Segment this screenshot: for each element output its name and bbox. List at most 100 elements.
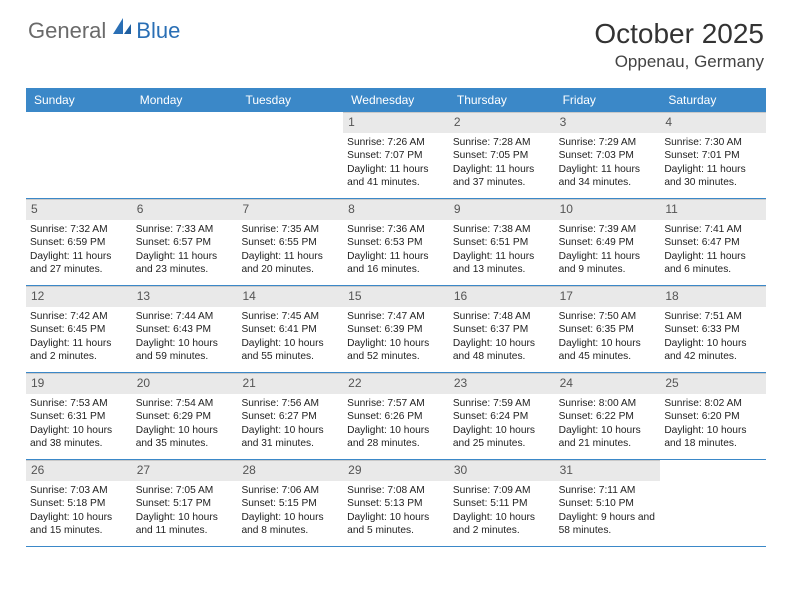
sunrise-text: Sunrise: 7:45 AM [241, 310, 339, 323]
day-cell: 26Sunrise: 7:03 AMSunset: 5:18 PMDayligh… [26, 460, 132, 546]
daylight-text: Daylight: 11 hours and 27 minutes. [30, 250, 128, 277]
daylight-text: Daylight: 10 hours and 8 minutes. [241, 511, 339, 538]
day-number: 11 [660, 200, 766, 220]
logo: General Blue [28, 18, 180, 44]
day-cell: 25Sunrise: 8:02 AMSunset: 6:20 PMDayligh… [660, 373, 766, 459]
daylight-text: Daylight: 10 hours and 2 minutes. [453, 511, 551, 538]
sunrise-text: Sunrise: 7:54 AM [136, 397, 234, 410]
sunrise-text: Sunrise: 7:42 AM [30, 310, 128, 323]
daylight-text: Daylight: 11 hours and 34 minutes. [559, 163, 657, 190]
week-row: 19Sunrise: 7:53 AMSunset: 6:31 PMDayligh… [26, 373, 766, 460]
daylight-text: Daylight: 10 hours and 45 minutes. [559, 337, 657, 364]
daylight-text: Daylight: 10 hours and 38 minutes. [30, 424, 128, 451]
title-block: October 2025 Oppenau, Germany [594, 18, 764, 72]
day-number: 14 [237, 287, 343, 307]
daylight-text: Daylight: 10 hours and 25 minutes. [453, 424, 551, 451]
sunset-text: Sunset: 6:31 PM [30, 410, 128, 423]
sunset-text: Sunset: 6:39 PM [347, 323, 445, 336]
day-cell: 17Sunrise: 7:50 AMSunset: 6:35 PMDayligh… [555, 286, 661, 372]
day-number: 8 [343, 200, 449, 220]
sunrise-text: Sunrise: 7:33 AM [136, 223, 234, 236]
sunrise-text: Sunrise: 7:50 AM [559, 310, 657, 323]
sunrise-text: Sunrise: 7:29 AM [559, 136, 657, 149]
day-cell: 28Sunrise: 7:06 AMSunset: 5:15 PMDayligh… [237, 460, 343, 546]
day-number: 3 [555, 113, 661, 133]
daylight-text: Daylight: 11 hours and 30 minutes. [664, 163, 762, 190]
daylight-text: Daylight: 11 hours and 9 minutes. [559, 250, 657, 277]
day-number: 16 [449, 287, 555, 307]
day-cell: 15Sunrise: 7:47 AMSunset: 6:39 PMDayligh… [343, 286, 449, 372]
daylight-text: Daylight: 11 hours and 13 minutes. [453, 250, 551, 277]
day-number: 4 [660, 113, 766, 133]
sunset-text: Sunset: 6:37 PM [453, 323, 551, 336]
day-cell: 8Sunrise: 7:36 AMSunset: 6:53 PMDaylight… [343, 199, 449, 285]
day-number: 18 [660, 287, 766, 307]
day-cell: 2Sunrise: 7:28 AMSunset: 7:05 PMDaylight… [449, 112, 555, 198]
day-header-monday: Monday [132, 88, 238, 112]
location-label: Oppenau, Germany [594, 52, 764, 72]
day-cell: 6Sunrise: 7:33 AMSunset: 6:57 PMDaylight… [132, 199, 238, 285]
sunset-text: Sunset: 7:01 PM [664, 149, 762, 162]
day-number: 7 [237, 200, 343, 220]
week-row: ...1Sunrise: 7:26 AMSunset: 7:07 PMDayli… [26, 112, 766, 199]
daylight-text: Daylight: 10 hours and 59 minutes. [136, 337, 234, 364]
daylight-text: Daylight: 10 hours and 5 minutes. [347, 511, 445, 538]
day-number: 13 [132, 287, 238, 307]
day-cell: 23Sunrise: 7:59 AMSunset: 6:24 PMDayligh… [449, 373, 555, 459]
day-cell: 18Sunrise: 7:51 AMSunset: 6:33 PMDayligh… [660, 286, 766, 372]
sunset-text: Sunset: 6:29 PM [136, 410, 234, 423]
sunset-text: Sunset: 5:18 PM [30, 497, 128, 510]
daylight-text: Daylight: 10 hours and 31 minutes. [241, 424, 339, 451]
sunrise-text: Sunrise: 8:00 AM [559, 397, 657, 410]
daylight-text: Daylight: 9 hours and 58 minutes. [559, 511, 657, 538]
daylight-text: Daylight: 11 hours and 2 minutes. [30, 337, 128, 364]
day-number: 30 [449, 461, 555, 481]
day-cell: 30Sunrise: 7:09 AMSunset: 5:11 PMDayligh… [449, 460, 555, 546]
day-number: 12 [26, 287, 132, 307]
sunrise-text: Sunrise: 7:28 AM [453, 136, 551, 149]
week-row: 5Sunrise: 7:32 AMSunset: 6:59 PMDaylight… [26, 199, 766, 286]
daylight-text: Daylight: 10 hours and 55 minutes. [241, 337, 339, 364]
day-number: 21 [237, 374, 343, 394]
day-header-sunday: Sunday [26, 88, 132, 112]
day-header-thursday: Thursday [449, 88, 555, 112]
sunrise-text: Sunrise: 7:53 AM [30, 397, 128, 410]
sunrise-text: Sunrise: 7:57 AM [347, 397, 445, 410]
sunrise-text: Sunrise: 7:48 AM [453, 310, 551, 323]
day-number: 5 [26, 200, 132, 220]
sunset-text: Sunset: 6:41 PM [241, 323, 339, 336]
header: General Blue October 2025 Oppenau, Germa… [0, 0, 792, 80]
day-header-row: Sunday Monday Tuesday Wednesday Thursday… [26, 88, 766, 112]
sunrise-text: Sunrise: 7:36 AM [347, 223, 445, 236]
day-cell: . [237, 112, 343, 198]
day-number: 31 [555, 461, 661, 481]
sunrise-text: Sunrise: 7:41 AM [664, 223, 762, 236]
day-header-saturday: Saturday [660, 88, 766, 112]
day-cell: 9Sunrise: 7:38 AMSunset: 6:51 PMDaylight… [449, 199, 555, 285]
day-cell: 12Sunrise: 7:42 AMSunset: 6:45 PMDayligh… [26, 286, 132, 372]
daylight-text: Daylight: 11 hours and 20 minutes. [241, 250, 339, 277]
sunset-text: Sunset: 7:05 PM [453, 149, 551, 162]
day-number: 10 [555, 200, 661, 220]
sunset-text: Sunset: 6:22 PM [559, 410, 657, 423]
day-cell: 21Sunrise: 7:56 AMSunset: 6:27 PMDayligh… [237, 373, 343, 459]
logo-text-general: General [28, 18, 106, 44]
week-row: 26Sunrise: 7:03 AMSunset: 5:18 PMDayligh… [26, 460, 766, 547]
day-number: 22 [343, 374, 449, 394]
day-cell: 20Sunrise: 7:54 AMSunset: 6:29 PMDayligh… [132, 373, 238, 459]
month-title: October 2025 [594, 18, 764, 50]
sunset-text: Sunset: 6:47 PM [664, 236, 762, 249]
sunset-text: Sunset: 7:07 PM [347, 149, 445, 162]
day-cell: . [26, 112, 132, 198]
day-number: 2 [449, 113, 555, 133]
day-header-wednesday: Wednesday [343, 88, 449, 112]
daylight-text: Daylight: 10 hours and 48 minutes. [453, 337, 551, 364]
day-number: 15 [343, 287, 449, 307]
day-cell: . [660, 460, 766, 546]
sunset-text: Sunset: 6:20 PM [664, 410, 762, 423]
sunset-text: Sunset: 6:53 PM [347, 236, 445, 249]
sunrise-text: Sunrise: 7:32 AM [30, 223, 128, 236]
logo-sail-icon [111, 16, 133, 41]
daylight-text: Daylight: 10 hours and 52 minutes. [347, 337, 445, 364]
daylight-text: Daylight: 10 hours and 11 minutes. [136, 511, 234, 538]
